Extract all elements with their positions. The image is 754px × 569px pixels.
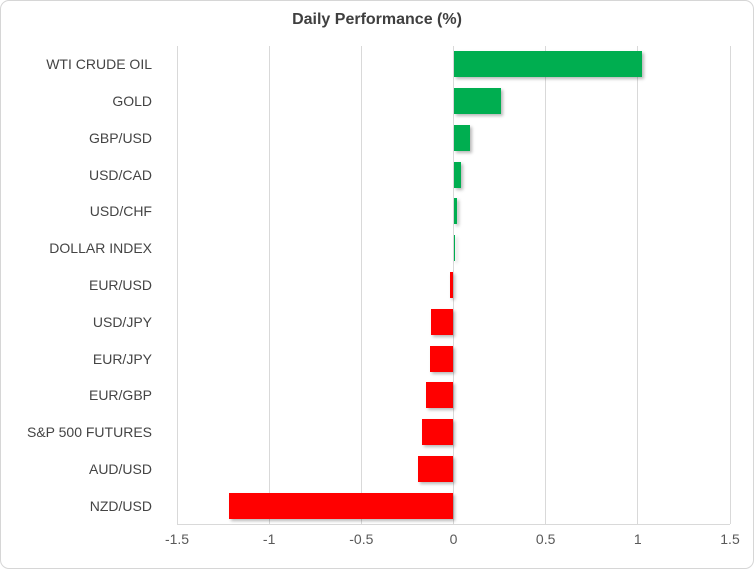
chart-title: Daily Performance (%): [292, 11, 462, 28]
x-tick-label: -1: [262, 531, 276, 547]
category-axis: WTI CRUDE OIL GOLD GBP/USD USD/CAD USD/CHF DO…: [1, 46, 165, 524]
bar-usd-jpy: [431, 308, 454, 335]
x-axis-ticks: -1.5 -1 -0.5 0 0.5 1 1.5: [165, 531, 740, 551]
category-label: NZD/USD: [89, 497, 152, 514]
bar-wti-crude-oil: [453, 51, 642, 78]
category-label: USD/JPY: [92, 313, 152, 330]
bar-eur-gbp: [425, 382, 454, 409]
bar-aud-usd: [418, 455, 454, 482]
bar-s-p-500-futures: [422, 419, 454, 446]
x-axis-line: [177, 524, 730, 525]
gridline: [545, 46, 547, 524]
category-label: AUD/USD: [88, 460, 152, 477]
bar-nzd-usd: [228, 492, 454, 519]
bar-eur-jpy: [429, 345, 454, 372]
category-label: EUR/USD: [88, 276, 152, 293]
zero-axis-gridline: [453, 46, 454, 524]
category-label: GBP/USD: [88, 129, 152, 146]
gridline: [360, 46, 362, 524]
x-tick-label: 1: [633, 531, 642, 547]
category-label: USD/CHF: [89, 203, 152, 220]
x-tick-label: 1.5: [720, 531, 740, 547]
x-tick-label: 0: [449, 531, 458, 547]
bar-eur-usd: [449, 272, 454, 298]
bar-gbp-usd: [453, 124, 471, 151]
category-label: EUR/GBP: [88, 387, 152, 404]
category-label: USD/CAD: [88, 166, 152, 183]
x-tick-label: -1.5: [164, 531, 190, 547]
category-label: DOLLAR INDEX: [49, 240, 152, 257]
category-label: EUR/JPY: [92, 350, 152, 367]
x-tick-label: 0.5: [535, 531, 556, 547]
category-label: WTI CRUDE OIL: [46, 56, 152, 73]
bar-dollar-index: [453, 235, 456, 262]
x-tick-label: -0.5: [349, 531, 374, 547]
plot-area: [176, 46, 731, 525]
bar-gold: [453, 88, 502, 115]
bar-usd-chf: [453, 198, 458, 225]
category-label: GOLD: [112, 93, 152, 110]
gridline: [176, 46, 178, 524]
bar-usd-cad: [453, 161, 461, 188]
gridline: [637, 46, 639, 524]
gridline: [729, 46, 731, 524]
gridline: [268, 46, 270, 524]
category-label: S&P 500 FUTURES: [26, 424, 152, 441]
